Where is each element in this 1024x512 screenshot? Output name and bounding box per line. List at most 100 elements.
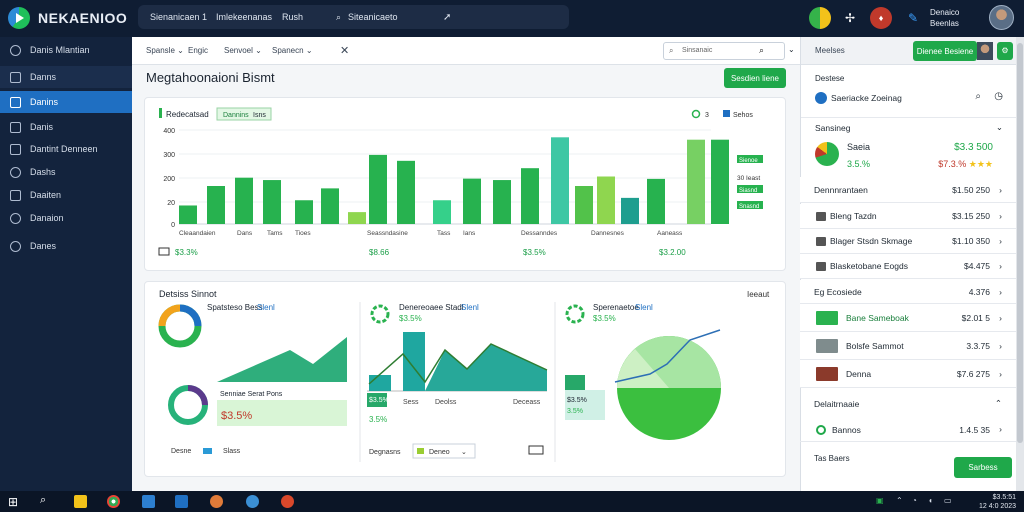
global-search-bar[interactable]: Sienanicaen 1 Imlekeenanas Rush ⌕ Sitean… — [138, 5, 569, 29]
sidebar-item-3[interactable]: Danis — [0, 116, 132, 138]
chevron-right-icon[interactable]: › — [999, 340, 1002, 351]
sidebar-item-4[interactable]: Dantint Denneen — [0, 138, 132, 160]
chevron-up-icon[interactable]: ⌄ — [995, 122, 1003, 132]
main-search-placeholder: Sinsanaic — [682, 47, 713, 54]
refresh-icon — [10, 212, 21, 224]
main-content: Spansle ⌄ Engic Senvoel ⌄ Spanecn ⌄ ✕ ⌕ … — [132, 37, 800, 491]
search-segment-1[interactable]: Sienanicaen 1 — [150, 12, 208, 22]
chevron-right-icon[interactable]: › — [999, 368, 1002, 379]
right-panel-header-button[interactable]: Dienee Besiene — [913, 41, 977, 61]
bar — [207, 186, 225, 224]
panel3-sub: $3.5% — [593, 314, 616, 323]
sidebar-item-label: Danins — [30, 97, 59, 107]
search-placeholder[interactable]: Siteanicaeto — [348, 12, 398, 22]
chevron-right-icon[interactable]: › — [999, 286, 1002, 297]
list-item[interactable]: Blager Stsdn Skmage $1.10 350 › — [800, 229, 1016, 254]
firefox-icon[interactable] — [281, 495, 294, 508]
tab-bar: Spansle ⌄ Engic Senvoel ⌄ Spanecn ⌄ ✕ ⌕ … — [132, 37, 800, 65]
sidebar-item-8[interactable]: Danes — [0, 235, 132, 257]
panel2-x-label-0: Sess — [403, 399, 419, 406]
panel1-legend2: Slass — [223, 448, 241, 455]
close-icon[interactable]: ✕ — [340, 45, 350, 57]
chevron-right-icon[interactable]: › — [999, 424, 1002, 434]
chevron-right-icon[interactable]: › — [999, 312, 1002, 323]
volume-icon[interactable]: ◖ — [928, 496, 933, 505]
list-item[interactable]: Bolsfe Sammot 3.3.75 › — [800, 332, 1016, 360]
main-search-input[interactable]: ⌕ Sinsanaic ⌕ — [663, 42, 785, 60]
tray-icon[interactable]: ▣ — [876, 496, 884, 505]
bar — [621, 197, 639, 224]
feather-icon[interactable]: ✎ — [907, 11, 919, 25]
chevron-right-icon[interactable]: › — [999, 211, 1002, 221]
primary-action-button[interactable]: Sesdien liene — [724, 68, 786, 88]
chevron-down-icon[interactable]: ⌄ — [461, 449, 467, 456]
chevron-up-icon[interactable]: ⌃ — [896, 496, 903, 505]
sidebar-item-7[interactable]: Danaion — [0, 207, 132, 229]
sidebar-item-2[interactable]: Danins — [0, 91, 132, 113]
battery-icon[interactable]: ▭ — [944, 496, 952, 505]
x-tick-label: Dannesnes — [591, 230, 625, 237]
tab-0[interactable]: Spansle ⌄ — [146, 46, 184, 55]
pin-icon[interactable]: ✢ — [844, 11, 856, 25]
chevron-right-icon[interactable]: › — [999, 236, 1002, 246]
bottom-row[interactable]: Bannos 1.4.5 35 › — [800, 420, 1016, 442]
panel2-select[interactable] — [412, 443, 476, 459]
list-item[interactable]: Blasketobane Eogds $4.475 › — [800, 254, 1016, 279]
item-thumbnail-icon — [816, 212, 826, 221]
clock-icon[interactable]: ◷ — [994, 91, 1003, 102]
network-icon[interactable]: ◔ — [912, 496, 917, 505]
app-brand: NEKAENIOO — [38, 10, 128, 26]
footer-button[interactable]: Sarbess — [954, 457, 1012, 478]
chevron-down-icon[interactable]: ⌄ — [788, 45, 795, 54]
globe-icon[interactable] — [246, 495, 259, 508]
search-icon[interactable]: ⌕ — [40, 494, 47, 506]
expand-icon[interactable] — [528, 445, 544, 455]
send-icon[interactable]: ➚ — [443, 12, 452, 23]
browser-icon[interactable] — [107, 495, 120, 508]
panel1-heading-accent: Slenl — [257, 303, 275, 312]
scrollbar[interactable] — [1016, 37, 1024, 491]
search-segment-2[interactable]: Imlekeenanas — [216, 12, 273, 22]
settings-icon[interactable]: ⚙ — [997, 42, 1013, 60]
sidebar-item-0[interactable]: Danis Mlantian — [0, 39, 132, 61]
chevron-up-icon[interactable]: ⌃ — [994, 398, 1002, 408]
side-legend-box — [737, 201, 763, 209]
tab-3[interactable]: Spanecn ⌄ — [272, 46, 313, 55]
notification-icon[interactable]: ♦ — [870, 7, 892, 29]
sidebar-item-6[interactable]: Daaiten — [0, 184, 132, 206]
right-search-row[interactable]: Saeriacke Zoeinag ⌕ ◷ — [801, 87, 1017, 109]
list-item[interactable]: Dennnrantaen $1.50 250 › — [800, 177, 1016, 203]
section-row[interactable]: Delaitrnaaie ⌃ — [800, 395, 1016, 413]
list-item[interactable]: Bleng Tazdn $3.15 250 › — [800, 204, 1016, 229]
scrollbar-thumb[interactable] — [1017, 43, 1023, 443]
start-icon[interactable]: ⊞ — [8, 495, 19, 509]
list-item[interactable]: Denna $7.6 275 › — [800, 360, 1016, 388]
app-icon[interactable] — [142, 495, 155, 508]
tab-2[interactable]: Senvoel ⌄ — [224, 46, 262, 55]
taskbar-clock[interactable]: $3.5:51 12 4:0 2023 — [958, 493, 1016, 511]
chevron-right-icon[interactable]: › — [999, 184, 1002, 195]
featured-card[interactable]: Sansineg ⌄ Saeia $3.3 500 3.5.% $7.3.% ★… — [801, 117, 1017, 183]
avatar[interactable] — [977, 42, 993, 60]
tab-1[interactable]: Engic — [188, 46, 209, 55]
search-icon[interactable]: ⌕ — [759, 45, 765, 55]
search-icon[interactable]: ⌕ — [975, 91, 981, 102]
users-icon — [10, 189, 21, 201]
panel2-value-box — [367, 393, 387, 407]
list-item[interactable]: Bane Sameboak $2.01 5 › — [800, 304, 1016, 332]
panel1-area-chart — [217, 337, 347, 382]
avatar[interactable] — [989, 5, 1014, 30]
panel2-sub: $3.5% — [399, 314, 422, 323]
select-swatch — [417, 448, 424, 454]
sidebar-item-1[interactable]: Danns — [0, 66, 132, 88]
panel1-legend: Desne — [171, 448, 191, 455]
user-name[interactable]: Denaico Beenlas — [930, 7, 959, 29]
search-segment-3[interactable]: Rush — [282, 12, 304, 22]
list-item[interactable]: Eg Ecosiede 4.376 › — [800, 280, 1016, 304]
store-icon[interactable] — [175, 495, 188, 508]
sidebar-item-5[interactable]: Dashs — [0, 161, 132, 183]
chevron-right-icon[interactable]: › — [999, 261, 1002, 271]
folder-icon[interactable] — [74, 495, 87, 508]
media-icon[interactable] — [210, 495, 223, 508]
status-icon[interactable] — [809, 7, 831, 29]
